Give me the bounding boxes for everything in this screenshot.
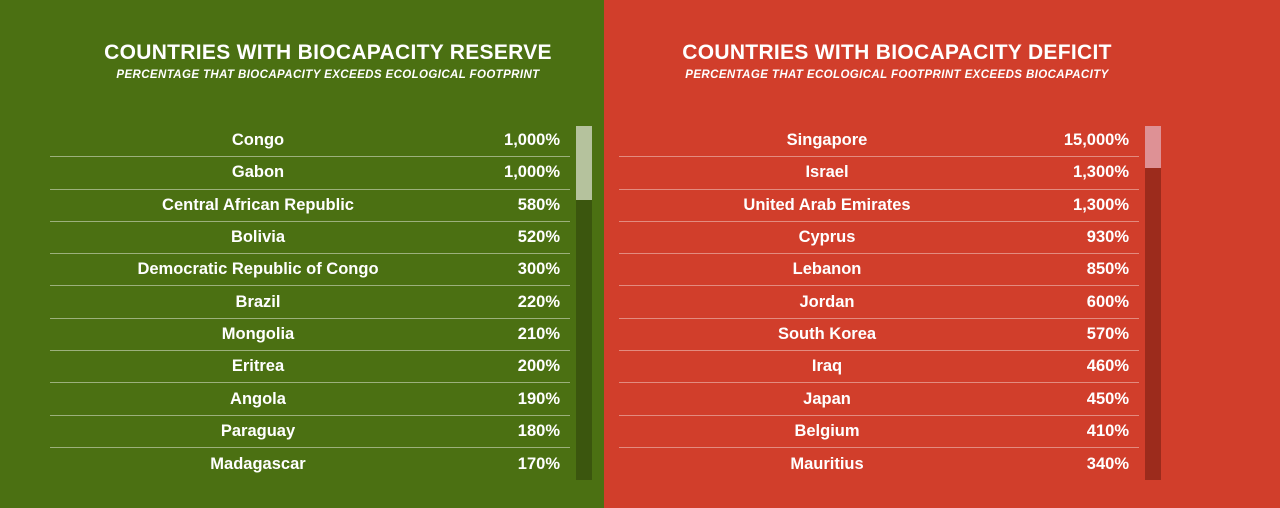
country-name: Mauritius xyxy=(790,454,864,473)
country-name: Mongolia xyxy=(221,324,295,343)
country-percent: 210% xyxy=(517,324,560,343)
deficit-content: COUNTRIES WITH BIOCAPACITY DEFICIT PERCE… xyxy=(619,0,1161,508)
deficit-scrollbar-track[interactable] xyxy=(1145,126,1161,480)
country-percent: 190% xyxy=(517,389,560,408)
country-percent: 180% xyxy=(517,421,560,440)
reserve-scrollbar-track[interactable] xyxy=(576,126,592,480)
country-percent: 600% xyxy=(1086,292,1129,311)
country-row: Angola 190% xyxy=(50,383,570,416)
country-percent: 850% xyxy=(1086,260,1129,279)
country-row: Bolivia 520% xyxy=(50,222,570,255)
country-name: Singapore xyxy=(786,131,868,150)
country-name: Jordan xyxy=(799,292,855,311)
country-percent: 15,000% xyxy=(1063,131,1129,150)
country-row: Japan 450% xyxy=(619,383,1139,416)
country-row: Iraq 460% xyxy=(619,351,1139,384)
country-row: United Arab Emirates 1,300% xyxy=(619,190,1139,222)
country-row: Israel 1,300% xyxy=(619,157,1139,190)
country-row: Paraguay 180% xyxy=(50,416,570,448)
country-percent: 200% xyxy=(517,357,560,376)
country-percent: 1,300% xyxy=(1073,195,1129,214)
country-row: Lebanon 850% xyxy=(619,254,1139,287)
country-percent: 930% xyxy=(1086,228,1129,247)
biocapacity-deficit-panel: COUNTRIES WITH BIOCAPACITY DEFICIT PERCE… xyxy=(604,0,1280,508)
country-name: South Korea xyxy=(777,324,877,343)
country-percent: 300% xyxy=(517,260,560,279)
country-name: Congo xyxy=(231,131,285,150)
deficit-title: COUNTRIES WITH BIOCAPACITY DEFICIT xyxy=(682,41,1112,64)
country-row: Cyprus 930% xyxy=(619,222,1139,255)
country-row: Democratic Republic of Congo 300% xyxy=(50,254,570,287)
country-percent: 1,300% xyxy=(1073,163,1129,182)
deficit-country-list[interactable]: Singapore 15,000% Israel 1,300% United A… xyxy=(619,125,1161,480)
country-percent: 340% xyxy=(1086,454,1129,473)
country-percent: 450% xyxy=(1086,389,1129,408)
reserve-content: COUNTRIES WITH BIOCAPACITY RESERVE PERCE… xyxy=(50,0,592,508)
country-row: Eritrea 200% xyxy=(50,351,570,384)
reserve-subtitle: PERCENTAGE THAT BIOCAPACITY EXCEEDS ECOL… xyxy=(116,69,540,82)
country-percent: 570% xyxy=(1086,324,1129,343)
country-name: Cyprus xyxy=(798,228,856,247)
country-percent: 520% xyxy=(517,228,560,247)
deficit-scrollbar-thumb[interactable] xyxy=(1145,126,1161,168)
country-row: Belgium 410% xyxy=(619,416,1139,448)
country-name: Eritrea xyxy=(231,357,285,376)
country-percent: 410% xyxy=(1086,421,1129,440)
deficit-header: COUNTRIES WITH BIOCAPACITY DEFICIT PERCE… xyxy=(619,0,1161,81)
country-name: United Arab Emirates xyxy=(743,195,911,214)
country-row: Mauritius 340% xyxy=(619,448,1139,480)
country-row: Brazil 220% xyxy=(50,286,570,319)
reserve-scrollbar-thumb[interactable] xyxy=(576,126,592,200)
country-percent: 170% xyxy=(517,454,560,473)
reserve-title: COUNTRIES WITH BIOCAPACITY RESERVE xyxy=(104,41,552,64)
country-name: Central African Republic xyxy=(162,195,354,214)
country-row: Congo 1,000% xyxy=(50,125,570,158)
country-name: Madagascar xyxy=(210,454,306,473)
country-row: Central African Republic 580% xyxy=(50,190,570,222)
country-name: Israel xyxy=(805,163,849,182)
country-name: Iraq xyxy=(811,357,843,376)
country-name: Belgium xyxy=(794,421,860,440)
country-name: Paraguay xyxy=(220,421,296,440)
country-name: Lebanon xyxy=(792,260,862,279)
country-percent: 460% xyxy=(1086,357,1129,376)
country-percent: 580% xyxy=(517,195,560,214)
biocapacity-reserve-panel: COUNTRIES WITH BIOCAPACITY RESERVE PERCE… xyxy=(0,0,604,508)
country-name: Brazil xyxy=(235,292,281,311)
country-name: Bolivia xyxy=(230,228,286,247)
country-percent: 1,000% xyxy=(504,131,560,150)
country-row: Mongolia 210% xyxy=(50,319,570,352)
country-row: Jordan 600% xyxy=(619,286,1139,319)
country-percent: 220% xyxy=(517,292,560,311)
country-row: Singapore 15,000% xyxy=(619,125,1139,158)
country-row: Madagascar 170% xyxy=(50,448,570,480)
reserve-country-list[interactable]: Congo 1,000% Gabon 1,000% Central Africa… xyxy=(50,125,592,480)
country-name: Democratic Republic of Congo xyxy=(137,260,379,279)
country-percent: 1,000% xyxy=(504,163,560,182)
country-name: Gabon xyxy=(231,163,285,182)
country-row: South Korea 570% xyxy=(619,319,1139,352)
deficit-subtitle: PERCENTAGE THAT ECOLOGICAL FOOTPRINT EXC… xyxy=(685,69,1109,82)
country-row: Gabon 1,000% xyxy=(50,157,570,190)
country-name: Angola xyxy=(230,389,286,408)
country-name: Japan xyxy=(803,389,851,408)
reserve-header: COUNTRIES WITH BIOCAPACITY RESERVE PERCE… xyxy=(50,0,592,81)
